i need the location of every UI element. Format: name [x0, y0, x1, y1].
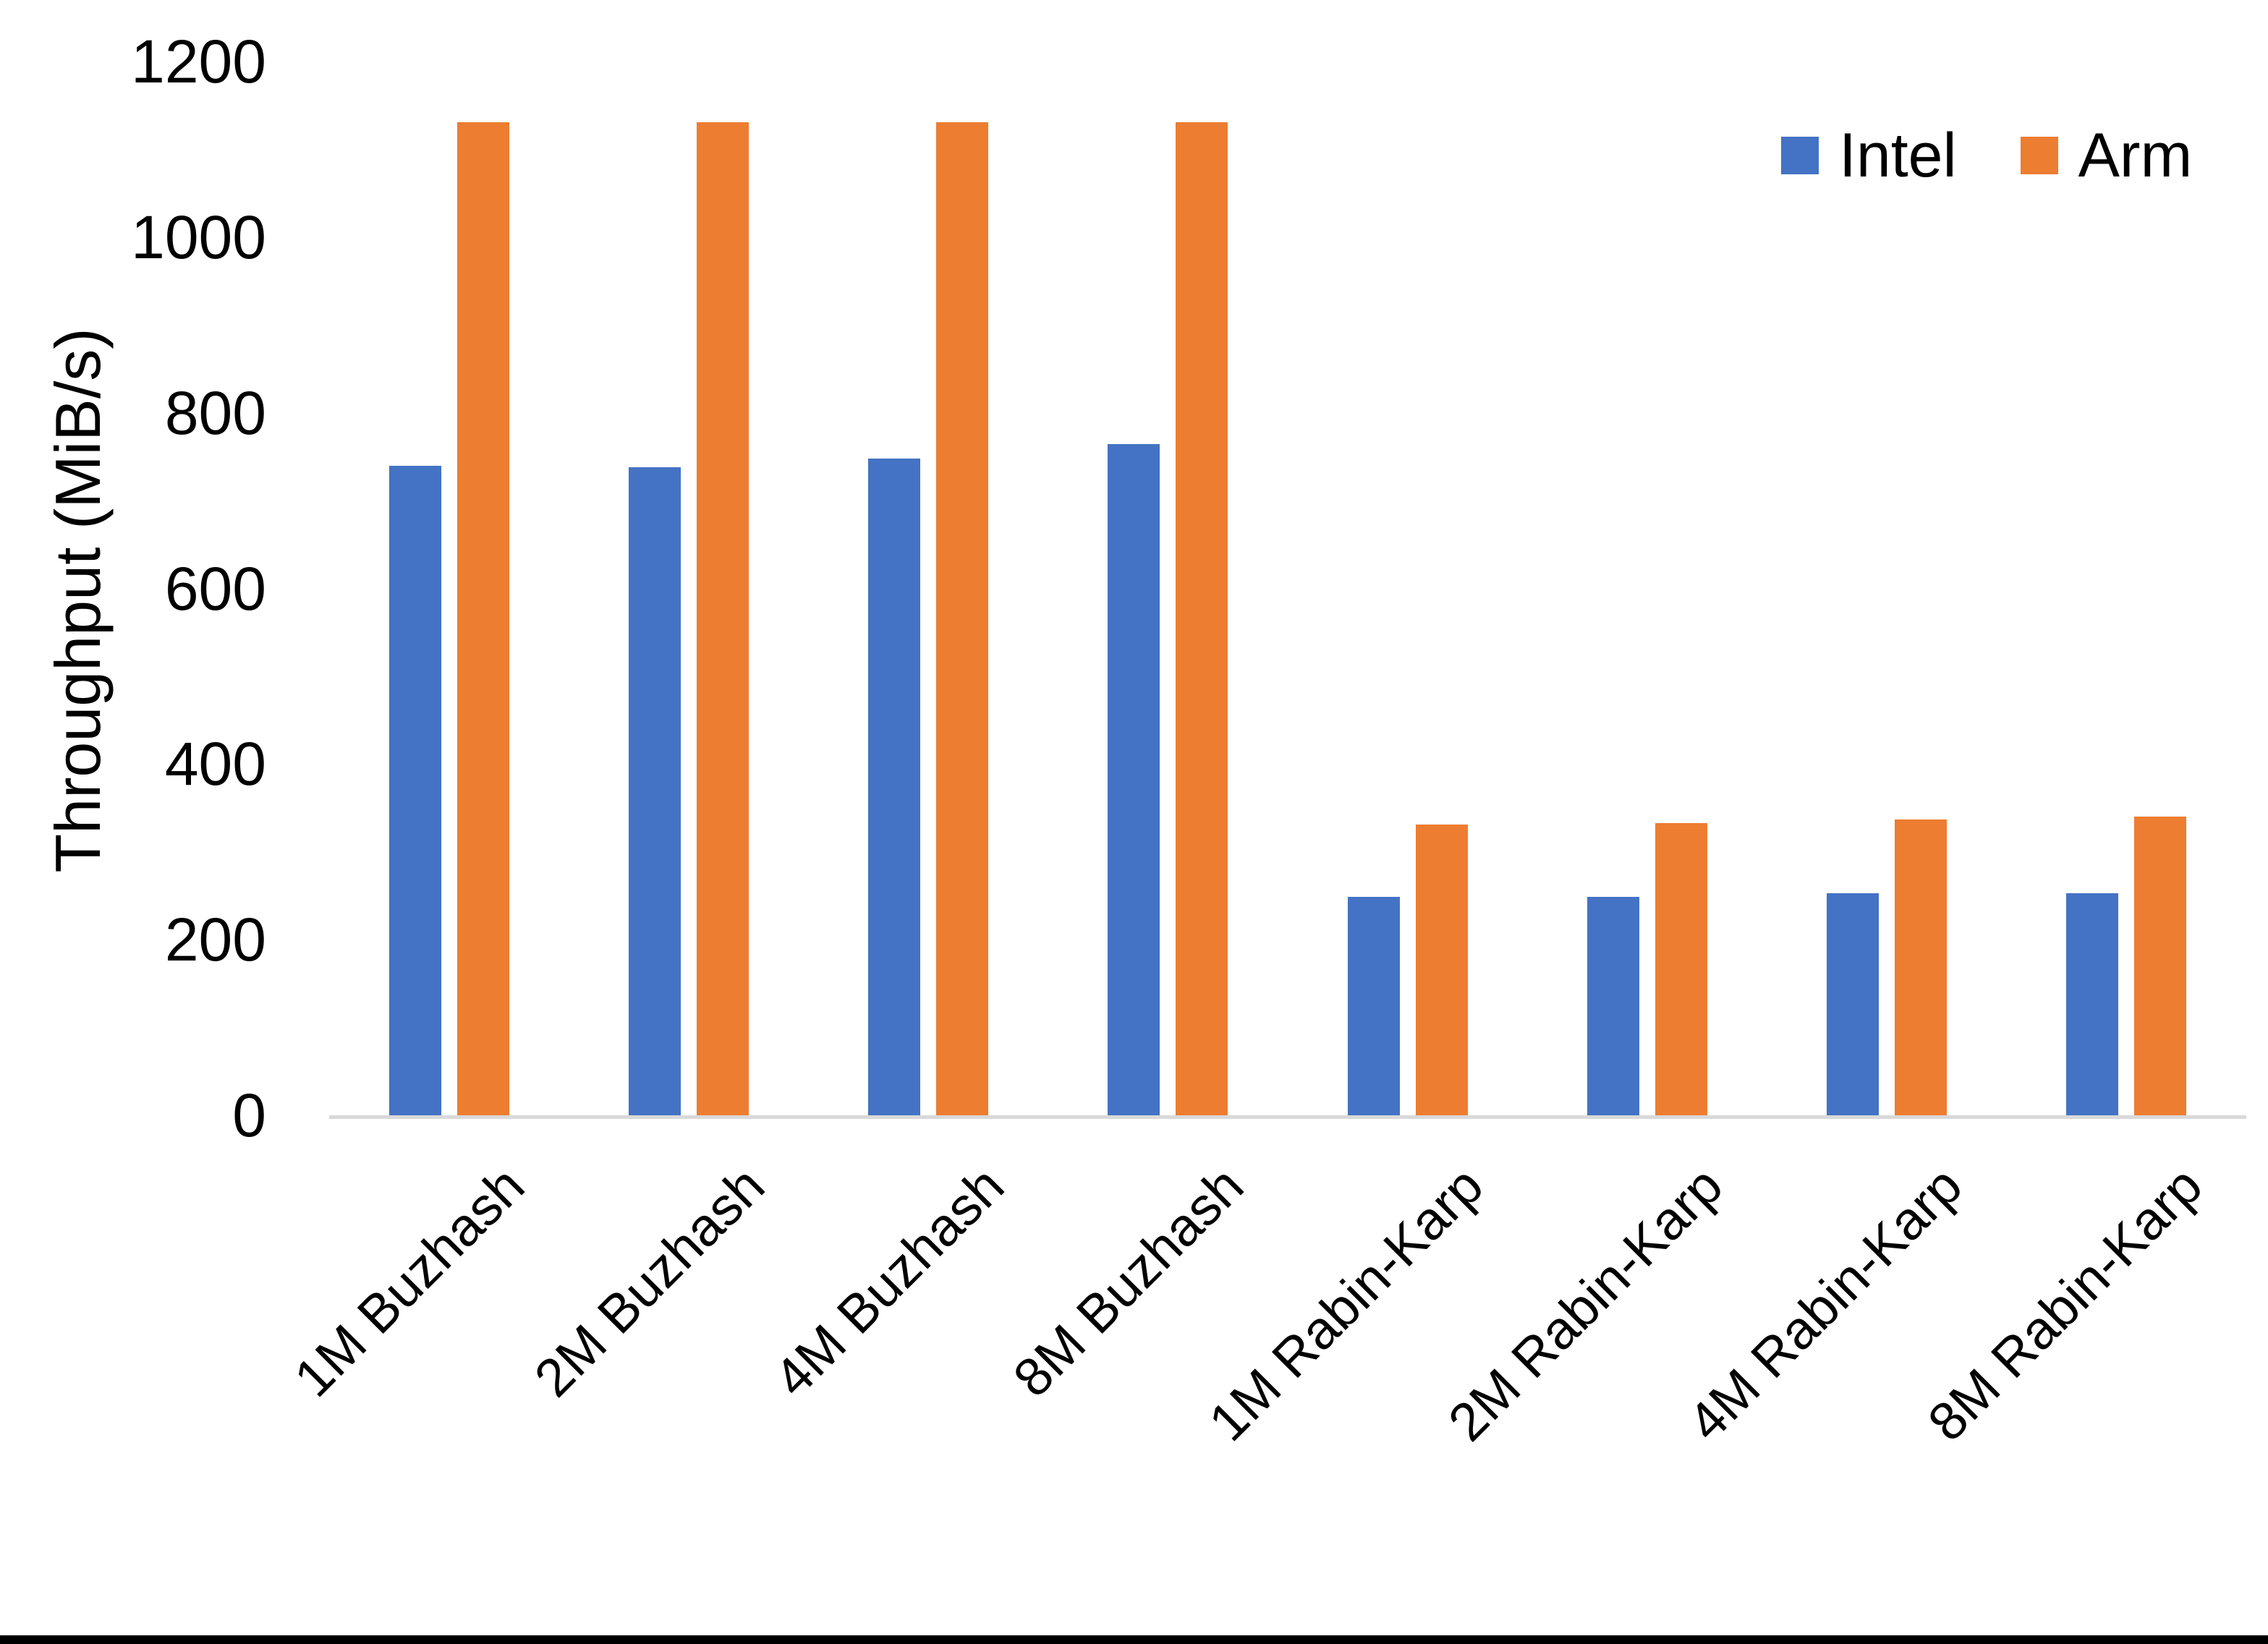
bar-arm-2m-buzhash: [696, 122, 749, 1115]
screenshot-bottom-border: [0, 1635, 2268, 1644]
legend-item-intel: Intel: [1781, 124, 1957, 187]
bar-arm-2m-rabin-karp: [1655, 822, 1707, 1115]
legend-label-intel: Intel: [1839, 121, 1957, 190]
bar-arm-1m-buzhash: [456, 122, 509, 1115]
legend-swatch-arm: [2020, 137, 2058, 174]
y-tick-label-800: 800: [164, 378, 266, 447]
bar-intel-2m-buzhash: [628, 467, 681, 1115]
legend-item-arm: Arm: [2020, 121, 2193, 190]
x-axis-label-8m-buzhash: 8M Buzhash: [1001, 1155, 1255, 1408]
bar-intel-8m-rabin-karp: [2066, 893, 2119, 1115]
y-tick-label-1000: 1000: [131, 203, 266, 271]
x-axis-line: [329, 1115, 2246, 1119]
bar-intel-1m-rabin-karp: [1347, 896, 1400, 1115]
bar-arm-8m-buzhash: [1176, 122, 1228, 1115]
x-axis-label-1m-buzhash: 1M Buzhash: [283, 1155, 536, 1408]
bar-arm-1m-rabin-karp: [1415, 825, 1468, 1115]
legend: Intel Arm: [1781, 124, 2192, 187]
bar-arm-8m-rabin-karp: [2134, 817, 2187, 1115]
bar-intel-8m-buzhash: [1108, 444, 1160, 1115]
x-axis-label-4m-buzhash: 4M Buzhash: [762, 1155, 1016, 1408]
y-tick-label-400: 400: [164, 730, 266, 798]
y-tick-label-600: 600: [164, 554, 266, 623]
bar-arm-4m-rabin-karp: [1895, 819, 1948, 1115]
legend-swatch-intel: [1781, 137, 1819, 174]
bar-intel-4m-buzhash: [868, 458, 921, 1115]
bar-intel-4m-rabin-karp: [1827, 893, 1880, 1115]
bar-intel-2m-rabin-karp: [1587, 896, 1639, 1115]
bar-arm-4m-buzhash: [936, 122, 989, 1115]
y-tick-label-1200: 1200: [131, 27, 266, 95]
bar-intel-1m-buzhash: [388, 465, 441, 1115]
y-tick-label-200: 200: [164, 906, 266, 974]
y-tick-label-0: 0: [232, 1081, 266, 1149]
x-axis-label-2m-buzhash: 2M Buzhash: [522, 1155, 776, 1408]
legend-label-arm: Arm: [2078, 121, 2193, 190]
